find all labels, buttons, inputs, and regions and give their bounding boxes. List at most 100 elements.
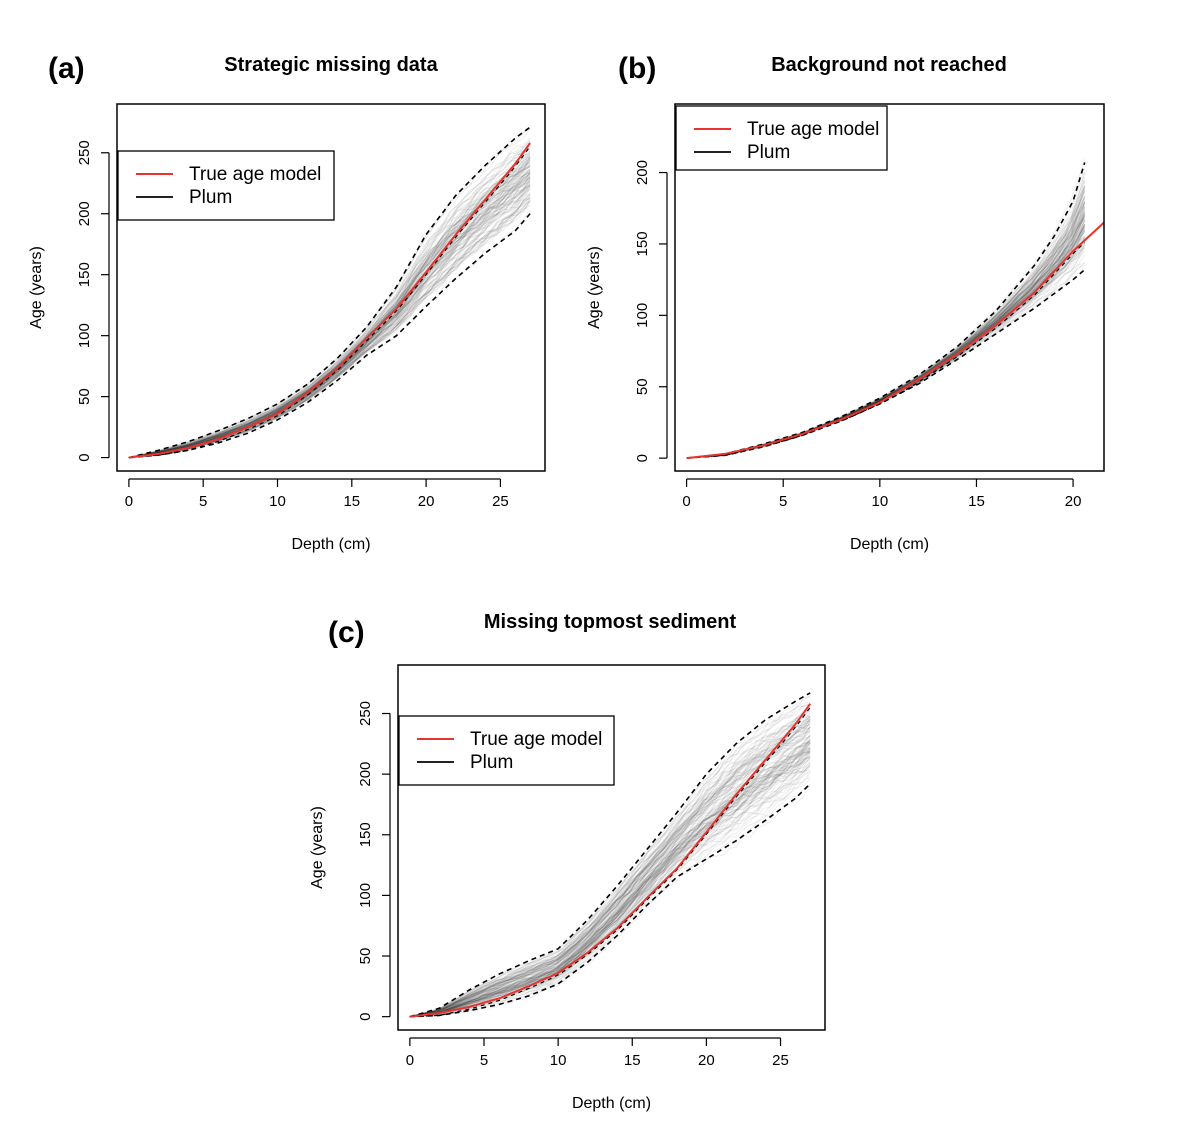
x-tick-label: 20: [418, 493, 435, 510]
posterior-sample-line: [409, 743, 811, 1018]
posterior-sample-line: [128, 173, 531, 459]
posterior-sample-line: [409, 747, 811, 1018]
posterior-sample-line: [409, 718, 811, 1018]
posterior-sample-line: [409, 749, 811, 1018]
posterior-sample-line: [686, 212, 1086, 459]
posterior-sample-line: [128, 152, 531, 459]
posterior-sample-line: [686, 239, 1086, 459]
x-tick-label: 25: [492, 493, 509, 510]
posterior-sample-line: [128, 137, 531, 459]
posterior-sample-line: [686, 190, 1086, 459]
posterior-sample-line: [686, 210, 1086, 459]
posterior-sample-line: [409, 727, 811, 1018]
posterior-sample-line: [409, 715, 811, 1018]
mean-line: [686, 242, 1086, 459]
posterior-sample-line: [686, 224, 1086, 459]
posterior-sample-line: [409, 709, 811, 1018]
posterior-sample-line: [686, 206, 1086, 459]
posterior-sample-line: [409, 743, 811, 1018]
posterior-sample-line: [686, 186, 1086, 459]
posterior-sample-line: [686, 186, 1086, 459]
posterior-sample-line: [128, 156, 531, 459]
posterior-sample-line: [409, 715, 811, 1018]
posterior-sample-line: [409, 729, 811, 1018]
y-tick-label: 150: [357, 822, 374, 847]
legend-box: [675, 105, 888, 171]
posterior-sample-line: [686, 227, 1086, 459]
posterior-sample-line: [686, 209, 1086, 459]
posterior-sample-line: [409, 726, 811, 1018]
upper_ci-line: [686, 162, 1086, 459]
posterior-sample-line: [686, 247, 1086, 459]
x-tick-label: 0: [406, 1052, 414, 1069]
legend-label: Plum: [747, 142, 790, 163]
posterior-sample-line: [128, 172, 531, 459]
legend-label: True age model: [747, 119, 879, 140]
posterior-sample-line: [686, 213, 1086, 459]
posterior-sample-line: [686, 181, 1086, 459]
posterior-sample-line: [409, 716, 811, 1018]
true-age-model-line: [686, 221, 1104, 460]
posterior-sample-line: [128, 163, 531, 459]
posterior-sample-line: [409, 741, 811, 1018]
posterior-sample-line: [686, 179, 1086, 459]
posterior-sample-line: [686, 215, 1086, 459]
posterior-sample-line: [409, 740, 811, 1018]
posterior-sample-line: [686, 190, 1086, 459]
posterior-sample-line: [686, 224, 1086, 459]
posterior-sample-line: [686, 208, 1086, 459]
upper_ci-line: [128, 126, 531, 459]
posterior-sample-line: [409, 754, 811, 1018]
posterior-sample-line: [686, 215, 1086, 459]
y-tick-label: 50: [357, 948, 374, 965]
posterior-sample-line: [128, 176, 531, 459]
posterior-sample-line: [409, 730, 811, 1018]
posterior-sample-line: [128, 175, 531, 459]
posterior-sample-line: [686, 173, 1086, 459]
posterior-sample-line: [409, 718, 811, 1018]
posterior-sample-line: [128, 172, 531, 459]
posterior-sample-line: [128, 165, 531, 459]
posterior-sample-line: [409, 751, 811, 1018]
posterior-sample-line: [409, 756, 811, 1018]
posterior-sample-line: [409, 723, 811, 1018]
posterior-sample-line: [686, 201, 1086, 459]
true-age-model-line: [409, 703, 812, 1018]
posterior-sample-line: [409, 718, 811, 1018]
posterior-sample-line: [686, 192, 1086, 459]
posterior-sample-line: [686, 225, 1086, 459]
posterior-sample-line: [686, 236, 1086, 459]
posterior-sample-line: [128, 200, 531, 459]
posterior-sample-line: [409, 756, 811, 1018]
posterior-sample-line: [409, 721, 811, 1018]
posterior-sample-line: [686, 196, 1086, 459]
posterior-sample-line: [686, 218, 1086, 459]
posterior-sample-line: [128, 176, 531, 459]
posterior-sample-line: [409, 694, 811, 1018]
posterior-sample-line: [128, 178, 531, 459]
x-tick-label: 10: [871, 493, 888, 510]
posterior-sample-line: [128, 156, 531, 459]
posterior-sample-line: [409, 713, 811, 1018]
posterior-sample-line: [686, 185, 1086, 459]
posterior-sample-line: [128, 153, 531, 459]
x-tick-label: 20: [698, 1052, 715, 1069]
posterior-sample-line: [409, 748, 811, 1018]
posterior-sample-line: [128, 157, 531, 459]
y-tick-label: 100: [357, 883, 374, 908]
posterior-sample-line: [686, 201, 1086, 459]
y-tick-label: 50: [76, 388, 93, 405]
posterior-sample-line: [686, 231, 1086, 459]
panel-letter: (c): [328, 616, 365, 649]
x-tick-label: 15: [968, 493, 985, 510]
posterior-sample-line: [128, 162, 531, 459]
posterior-sample-line: [128, 172, 531, 459]
y-tick-label: 100: [634, 303, 651, 328]
mean-line: [128, 145, 531, 459]
y-tick-label: 150: [634, 231, 651, 256]
posterior-sample-line: [409, 750, 811, 1018]
y-tick-label: 150: [76, 262, 93, 287]
posterior-sample-line: [409, 741, 811, 1018]
posterior-sample-line: [128, 169, 531, 459]
